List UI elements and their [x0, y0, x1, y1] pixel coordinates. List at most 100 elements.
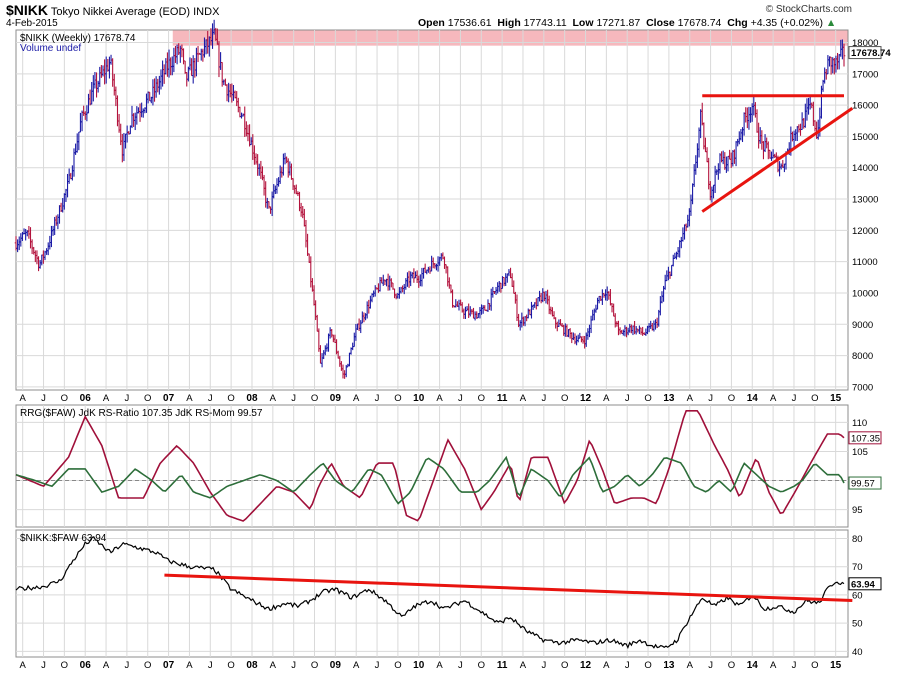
- price-panel: 7000800090001000011000120001300014000150…: [14, 19, 891, 404]
- x-tick-label: 14: [747, 660, 759, 671]
- x-tick-label: 14: [747, 393, 759, 404]
- y-tick-label: 8000: [852, 351, 873, 362]
- x-tick-label: 07: [163, 393, 175, 404]
- x-tick-label: A: [353, 393, 360, 404]
- x-tick-label: 10: [413, 393, 425, 404]
- x-tick-label: A: [520, 393, 527, 404]
- price-highlight-band: [172, 30, 848, 46]
- x-tick-label: J: [375, 660, 380, 671]
- x-tick-label: O: [644, 660, 651, 671]
- y-tick-label: 15000: [852, 132, 878, 143]
- y-tick-label: 13000: [852, 195, 878, 206]
- x-tick-label: A: [603, 393, 610, 404]
- x-tick-label: O: [478, 393, 485, 404]
- rs-mom-line: [15, 455, 845, 505]
- x-tick-label: J: [458, 393, 463, 404]
- symbol: $NIKK: [6, 2, 49, 18]
- x-tick-label: A: [687, 393, 694, 404]
- x-tick-label: J: [541, 393, 546, 404]
- x-tick-label: 08: [246, 660, 258, 671]
- y-tick-label: 10000: [852, 288, 878, 299]
- y-tick-label: 17000: [852, 69, 878, 80]
- high-value: 17743.11: [523, 17, 567, 29]
- x-tick-label: 06: [80, 393, 92, 404]
- panel-border: [15, 529, 849, 658]
- x-tick-label: O: [144, 660, 151, 671]
- last-value-label: 107.35: [851, 433, 880, 444]
- x-tick-label: O: [144, 393, 151, 404]
- panel-border: [15, 29, 849, 391]
- x-tick-label: A: [436, 393, 443, 404]
- y-tick-label: 18000: [852, 38, 878, 49]
- x-tick-label: 11: [497, 393, 508, 404]
- x-tick-label: J: [125, 660, 130, 671]
- last-value-label: 99.57: [851, 479, 875, 490]
- x-tick-label: A: [603, 660, 610, 671]
- x-tick-label: 13: [663, 393, 675, 404]
- x-tick-label: A: [19, 660, 26, 671]
- ratio-line: [15, 536, 845, 650]
- x-tick-label: 12: [580, 660, 592, 671]
- x-tick-label: 15: [830, 393, 842, 404]
- x-tick-label: O: [311, 660, 318, 671]
- x-tick-label: 12: [580, 393, 592, 404]
- x-tick-label: A: [19, 393, 26, 404]
- y-tick-label: 14000: [852, 163, 878, 174]
- x-tick-label: A: [103, 660, 110, 671]
- x-tick-label: A: [270, 660, 277, 671]
- x-tick-label: J: [41, 393, 46, 404]
- open-label: Open: [418, 17, 445, 29]
- x-tick-label: O: [561, 660, 568, 671]
- x-tick-label: 06: [80, 660, 92, 671]
- y-tick-label: 50: [852, 619, 863, 630]
- y-tick-label: 7000: [852, 382, 873, 393]
- x-tick-label: J: [458, 660, 463, 671]
- x-tick-label: J: [125, 393, 130, 404]
- y-tick-label: 11000: [852, 257, 878, 268]
- x-tick-label: J: [541, 660, 546, 671]
- x-tick-label: J: [625, 393, 630, 404]
- x-tick-label: J: [375, 393, 380, 404]
- x-tick-label: A: [520, 660, 527, 671]
- x-tick-label: 15: [830, 660, 842, 671]
- last-value-box: [848, 431, 882, 445]
- up-arrow-icon: ▲: [825, 17, 837, 29]
- x-tick-label: O: [394, 660, 401, 671]
- x-tick-label: A: [186, 393, 193, 404]
- x-tick-label: O: [811, 393, 818, 404]
- ratio-panel: 40 50 60 70 80 63.94 A J O 06 A J O 07 A J O 08 A J O 09 A J O 10…: [15, 529, 882, 671]
- x-tick-label: 13: [663, 660, 675, 671]
- x-tick-label: J: [625, 660, 630, 671]
- x-tick-label: J: [41, 660, 46, 671]
- y-tick-label: 105: [852, 447, 868, 458]
- ohlc-summary: Open 17536.61 High 17743.11 Low 17271.87…: [418, 17, 836, 29]
- x-tick-label: O: [394, 393, 401, 404]
- x-tick-label: 09: [330, 660, 342, 671]
- x-tick-label: O: [227, 393, 234, 404]
- close-label: Close: [646, 17, 675, 29]
- rs-ratio-line: [15, 410, 845, 522]
- x-tick-label: 08: [246, 393, 258, 404]
- volume-legend: Volume undef: [20, 43, 81, 54]
- x-tick-label: J: [792, 660, 797, 671]
- y-tick-label: 80: [852, 534, 863, 545]
- open-value: 17536.61: [447, 17, 492, 29]
- x-tick-label: A: [270, 393, 277, 404]
- last-value-box: [848, 46, 882, 60]
- chg-value: +4.35 (+0.02%): [750, 17, 823, 29]
- x-tick-label: J: [708, 393, 713, 404]
- x-tick-label: 09: [330, 393, 342, 404]
- x-tick-label: O: [811, 660, 818, 671]
- stockcharts-brand: © StockCharts.com: [765, 4, 852, 15]
- x-tick-label: A: [770, 660, 777, 671]
- low-value: 17271.87: [596, 17, 641, 29]
- last-value-label: 63.94: [851, 579, 875, 590]
- x-tick-label: O: [61, 393, 68, 404]
- last-value-box: [848, 476, 882, 490]
- ratio-panel-title: $NIKK:$FAW 63.94: [20, 533, 107, 544]
- y-tick-label: 9000: [852, 320, 873, 331]
- x-tick-label: J: [208, 660, 213, 671]
- close-value: 17678.74: [677, 17, 722, 29]
